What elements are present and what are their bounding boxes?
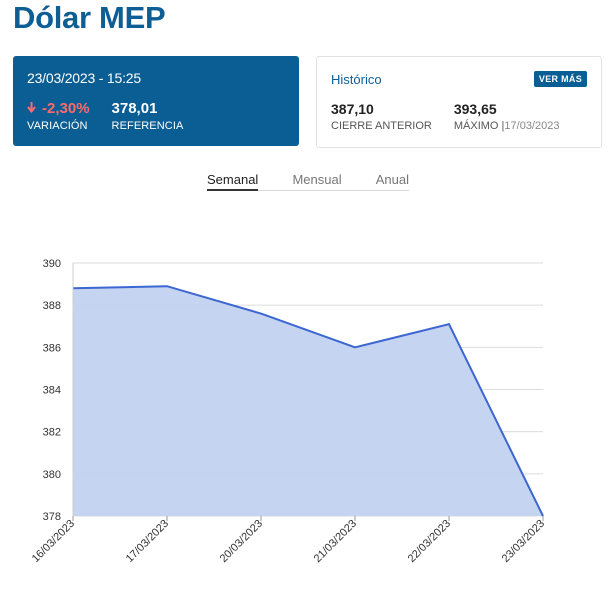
reference-stat: 378,01 REFERENCIA: [112, 100, 184, 132]
x-tick-label: 17/03/2023: [124, 518, 171, 565]
variation-stat: -2,30% VARIACIÓN: [27, 100, 90, 132]
x-tick-label: 21/03/2023: [312, 518, 359, 565]
y-tick-label: 390: [43, 258, 61, 270]
data-point[interactable]: [447, 322, 451, 326]
ver-mas-button[interactable]: VER MÁS: [533, 71, 587, 87]
arrow-down-icon: [27, 100, 36, 117]
variation-value: -2,30%: [42, 100, 90, 117]
y-tick-label: 380: [43, 469, 61, 481]
maximo-separator: |: [501, 120, 505, 132]
tab-anual[interactable]: Anual: [375, 172, 409, 187]
tab-semanal[interactable]: Semanal: [207, 172, 259, 191]
series-area: [73, 286, 543, 516]
x-tick-label: 16/03/2023: [30, 518, 77, 565]
reference-label: REFERENCIA: [111, 120, 184, 132]
data-point[interactable]: [165, 284, 169, 288]
data-point[interactable]: [353, 345, 357, 349]
period-tabs: Semanal Mensual Anual: [207, 172, 409, 191]
x-tick-label: 23/03/2023: [500, 518, 547, 565]
y-tick-label: 388: [43, 300, 61, 312]
historico-title: Histórico: [331, 71, 382, 87]
maximo-label: MÁXIMO: [453, 120, 499, 132]
x-tick-label: 22/03/2023: [406, 518, 453, 565]
tab-mensual[interactable]: Mensual: [292, 172, 342, 187]
maximo-stat: 393,65 MÁXIMO |17/03/2023: [454, 101, 560, 132]
series-line: [72, 285, 544, 517]
cierre-anterior-value: 387,10: [331, 101, 374, 117]
update-datetime: 23/03/2023 - 15:25: [27, 70, 141, 86]
data-point[interactable]: [259, 312, 263, 316]
maximo-value: 393,65: [453, 101, 497, 117]
y-tick-label: 386: [43, 342, 61, 354]
historico-card: Histórico VER MÁS 387,10 CIERRE ANTERIOR…: [316, 56, 602, 148]
reference-value: 378,01: [111, 100, 158, 117]
maximo-date: 17/03/2023: [504, 120, 560, 132]
y-tick-label: 382: [43, 427, 61, 439]
x-tick-label: 20/03/2023: [218, 518, 265, 565]
cierre-anterior-label: CIERRE ANTERIOR: [331, 120, 432, 132]
data-point[interactable]: [71, 286, 75, 290]
y-tick-label: 384: [43, 385, 61, 397]
summary-card: 23/03/2023 - 15:25 -2,30% VARIACIÓN 378,…: [13, 56, 299, 146]
price-chart: 378 380 382 384 386 388 390 16/03/2023 17/03/202…: [30, 258, 547, 565]
cierre-anterior-stat: 387,10 CIERRE ANTERIOR: [331, 101, 432, 132]
y-tick-label: 378: [43, 511, 61, 523]
page-title: Dólar MEP: [13, 0, 166, 35]
variation-label: VARIACIÓN: [27, 120, 88, 132]
